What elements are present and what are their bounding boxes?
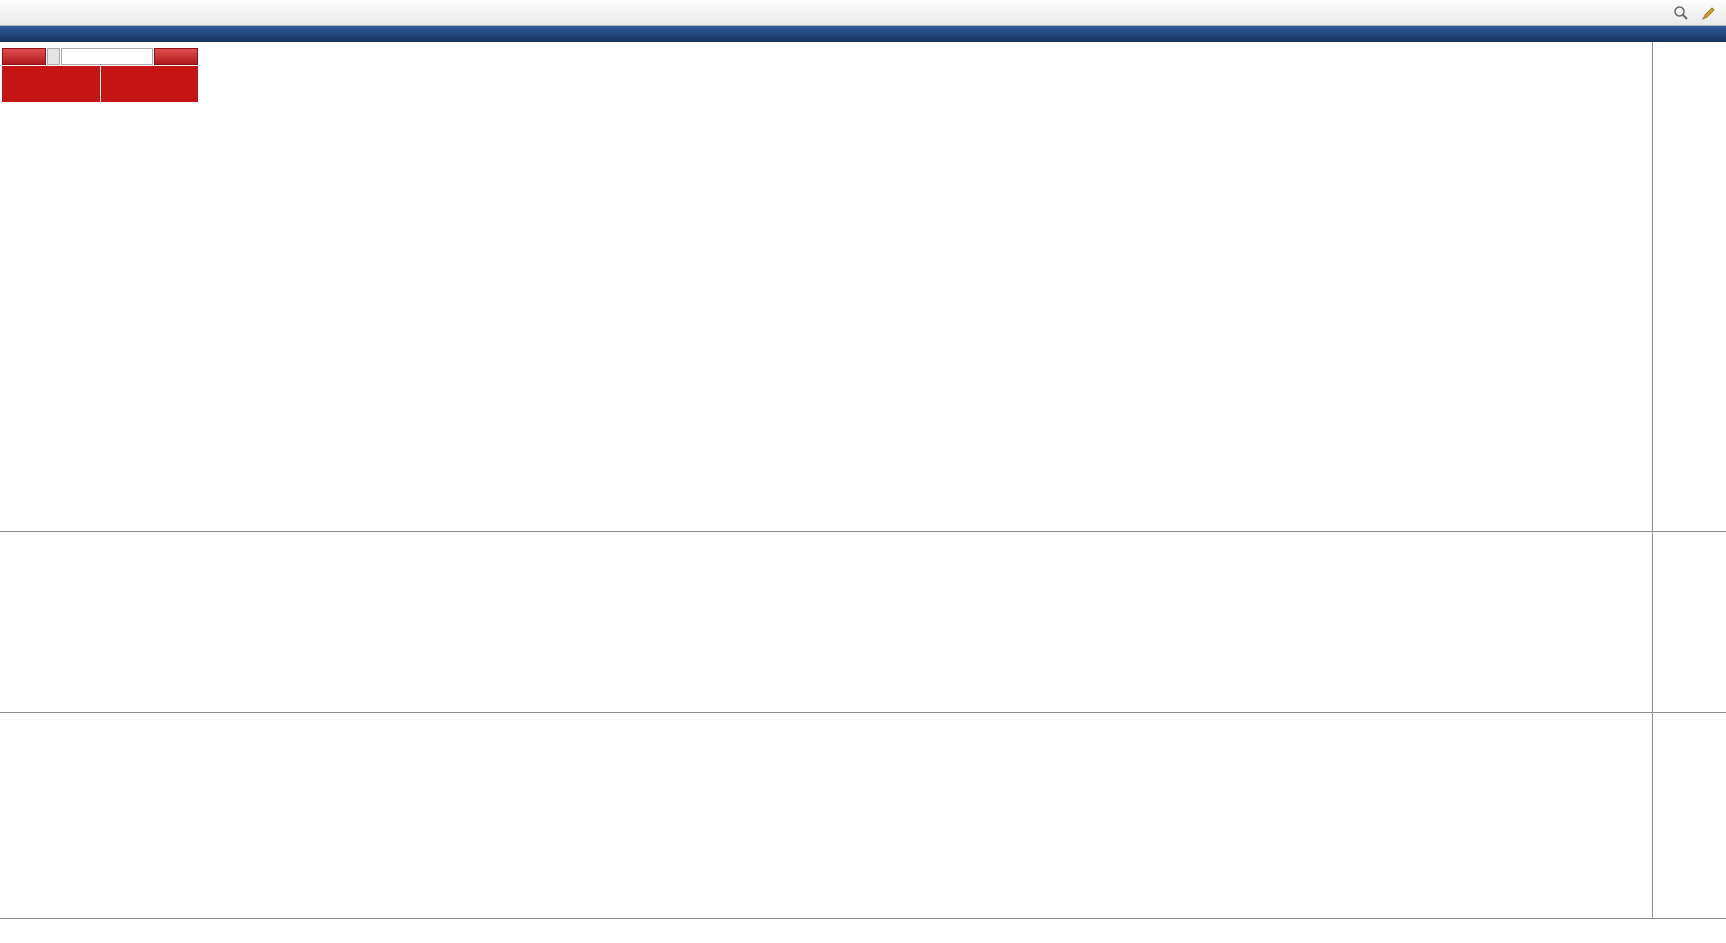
- price-axis[interactable]: [1652, 42, 1726, 531]
- panel-separator: [0, 918, 1726, 919]
- main-toolbar: [0, 0, 1726, 26]
- sell-price-display[interactable]: [2, 66, 100, 102]
- rsi-indicator-label: [3, 715, 7, 726]
- sell-button[interactable]: [2, 48, 46, 65]
- volume-input[interactable]: [62, 50, 148, 63]
- buy-button[interactable]: [154, 48, 198, 65]
- panel-separator[interactable]: [0, 531, 1726, 532]
- macd-chart-canvas[interactable]: [0, 532, 1652, 712]
- search-icon: [1674, 5, 1688, 20]
- volume-field-wrap: [61, 48, 153, 65]
- macd-indicator-label: [3, 534, 11, 545]
- panel-separator[interactable]: [0, 712, 1726, 713]
- trade-panel-prices: [2, 66, 198, 102]
- buy-price-display[interactable]: [100, 66, 198, 102]
- edit-button[interactable]: [1695, 1, 1723, 25]
- price-chart-canvas[interactable]: [0, 42, 1652, 531]
- macd-axis[interactable]: [1652, 532, 1726, 712]
- search-button[interactable]: [1667, 1, 1695, 25]
- rsi-axis[interactable]: [1652, 713, 1726, 918]
- rsi-chart-canvas[interactable]: [0, 713, 1652, 918]
- chart-title-bar[interactable]: [0, 26, 1726, 42]
- sell-options-dropdown[interactable]: [47, 48, 60, 65]
- pencil-icon: [1702, 6, 1715, 20]
- one-click-trading-panel: [2, 48, 198, 102]
- date-axis[interactable]: [0, 919, 1726, 943]
- trade-panel-controls: [2, 48, 198, 65]
